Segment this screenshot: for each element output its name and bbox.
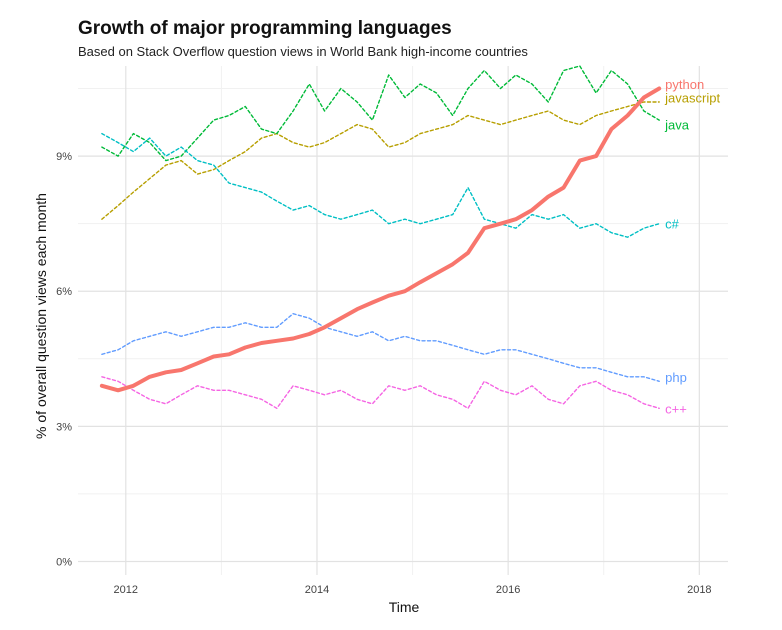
series-label-python: python: [665, 77, 704, 92]
x-tick-label: 2018: [687, 584, 711, 596]
y-tick-label: 6%: [56, 286, 72, 298]
tick-layer: 0% 3% 6% 9% 2012 2014 2016 2018: [56, 151, 711, 596]
series-line-php: [101, 313, 660, 382]
x-tick-label: 2016: [496, 584, 520, 596]
series-layer: [99, 65, 662, 409]
y-tick-label: 0%: [56, 556, 72, 568]
series-label-javascript: javascript: [664, 91, 720, 106]
chart-title: Growth of major programming languages: [78, 18, 452, 39]
y-axis-label: % of overall question views each month: [33, 193, 49, 439]
series-line-cpp: [101, 376, 660, 409]
x-tick-label: 2012: [114, 584, 138, 596]
series-line-javascript: [101, 101, 660, 220]
x-axis-label: Time: [389, 599, 420, 615]
grid-layer: [78, 66, 728, 575]
series-label-java: java: [664, 118, 690, 133]
series-label-php: php: [665, 370, 687, 385]
series-label-cpp: c++: [665, 401, 687, 416]
y-tick-label: 3%: [56, 421, 72, 433]
x-tick-label: 2014: [305, 584, 329, 596]
chart-subtitle: Based on Stack Overflow question views i…: [78, 44, 528, 59]
series-line-csharp: [101, 132, 660, 238]
series-line-python: [99, 86, 662, 393]
y-tick-label: 9%: [56, 151, 72, 163]
series-line-java: [101, 65, 660, 162]
series-label-csharp: c#: [665, 217, 680, 232]
